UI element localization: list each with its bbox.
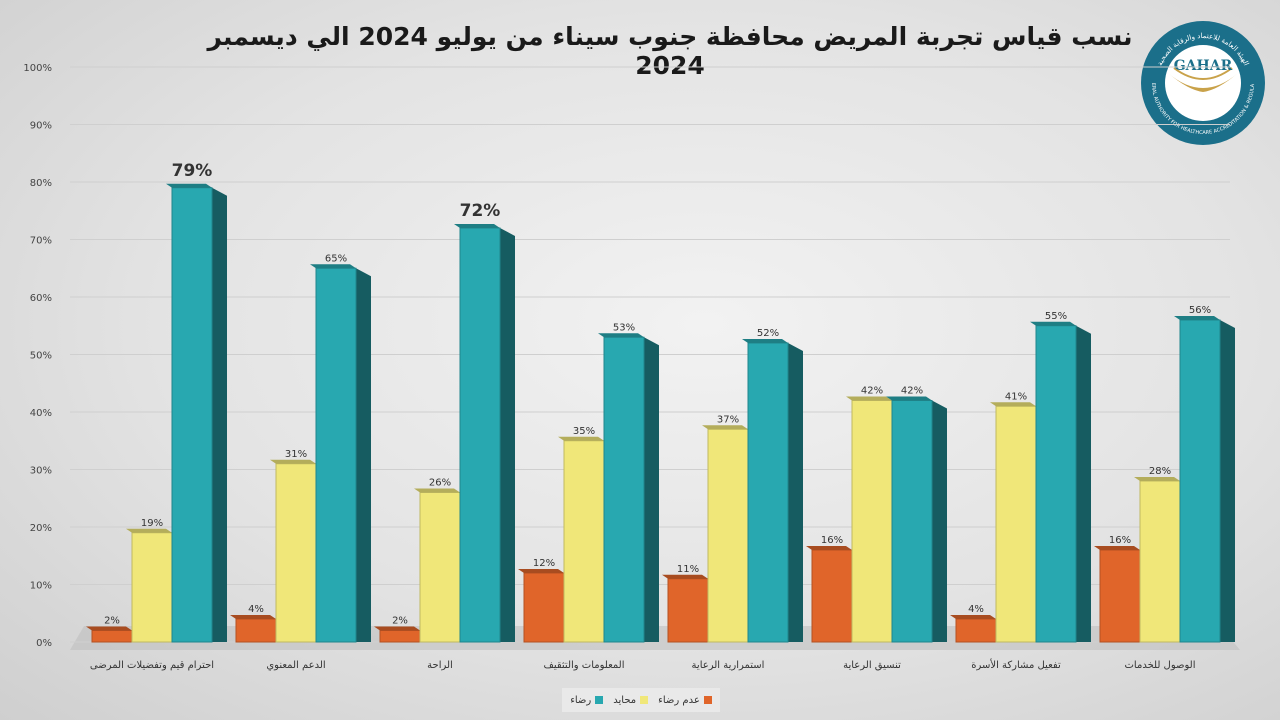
value-label-neutral-8: 28% [1149,466,1171,477]
wing-icon [1168,73,1238,92]
x-tick-label: احترام قيم وتفضيلات المرضى [90,660,214,671]
x-tick-label: الوصول للخدمات [1125,660,1196,671]
value-label-neutral-5: 37% [717,414,739,425]
y-tick-label: 0% [36,638,52,649]
gahar-logo: الهيئة العامة للاعتماد والرقابة الصحية G… [1138,18,1265,145]
y-tick-label: 30% [30,466,52,477]
value-label-neutral-6: 42% [861,386,883,397]
x-tick-label: تنسيق الرعاية [843,660,901,671]
bar-satisfied-1 [166,183,227,643]
x-tick-label: استمرارية الرعاية [692,660,765,671]
y-tick-label: 10% [30,581,52,592]
y-tick-label: 90% [30,121,52,132]
y-tick-label: 100% [23,63,52,74]
bar-satisfied-4 [598,333,659,643]
value-label-dissatisfied-8: 16% [1109,535,1131,546]
value-label-neutral-7: 41% [1005,391,1027,402]
y-tick-label: 40% [30,408,52,419]
value-label-neutral-4: 35% [573,426,595,437]
x-tick-label: تفعيل مشاركة الأسرة [971,658,1061,671]
value-label-satisfied-2: 65% [325,253,347,264]
value-label-neutral-1: 19% [141,518,163,529]
value-label-dissatisfied-4: 12% [533,558,555,569]
x-axis: احترام قيم وتفضيلات المرضى الدعم المعنوي ا… [90,658,1196,671]
x-tick-label: المعلومات والتثقيف [543,660,624,671]
value-label-dissatisfied-6: 16% [821,535,843,546]
legend-label: رضاء [570,694,592,706]
value-label-satisfied-1: 79% [172,161,213,181]
x-tick-label: الدعم المعنوي [266,660,325,671]
value-label-satisfied-5: 52% [757,328,779,339]
legend-item-satisfied: رضاء [570,694,604,706]
value-label-neutral-2: 31% [285,449,307,460]
y-tick-label: 60% [30,293,52,304]
bar-satisfied-7 [1030,321,1091,643]
value-label-satisfied-6: 42% [901,386,923,397]
value-label-dissatisfied-2: 4% [248,604,264,615]
value-label-satisfied-7: 55% [1045,311,1067,322]
value-label-satisfied-8: 56% [1189,305,1211,316]
legend: عدم رضاء محايد رضاء [562,688,720,712]
logo-inner-circle [1165,45,1241,121]
logo-text: GAHAR [1174,58,1233,74]
value-labels: 2% 19% 79% 4% 31% 65% 2% 26% 72% 12% 35% 53% 11% 37% 5… [104,161,1211,627]
y-axis: 0% 10% 20% 30% 40% 50% 60% 70% 80% 90% 100% [23,63,52,649]
legend-item-neutral: محايد [613,694,649,706]
value-label-dissatisfied-1: 2% [104,616,120,627]
legend-swatch [703,696,712,704]
y-tick-label: 20% [30,523,52,534]
value-label-dissatisfied-3: 2% [392,616,408,627]
bar-satisfied-8 [1174,316,1235,643]
legend-swatch [640,696,649,704]
bar-satisfied-6 [886,396,947,643]
value-label-satisfied-3: 72% [460,201,501,221]
value-label-neutral-3: 26% [429,478,451,489]
chart-title: نسب قياس تجربة المريض محافظة جنوب سيناء … [207,22,1133,80]
legend-label: عدم رضاء [658,694,700,706]
bar-satisfied-3 [454,224,515,643]
y-tick-label: 80% [30,178,52,189]
bar-satisfied-2 [310,264,371,643]
bar-satisfied-5 [742,339,803,643]
legend-swatch [595,696,604,704]
bar-dissatisfied-8 [1094,546,1155,643]
y-tick-label: 50% [30,351,52,362]
value-label-satisfied-4: 53% [613,322,635,333]
legend-item-dissatisfied: عدم رضاء [658,695,712,706]
x-tick-label: الراحة [427,660,453,671]
bars [86,183,1235,643]
value-label-dissatisfied-5: 11% [677,564,699,575]
y-tick-label: 70% [30,236,52,247]
value-label-dissatisfied-7: 4% [968,604,984,615]
legend-label: محايد [613,694,637,706]
